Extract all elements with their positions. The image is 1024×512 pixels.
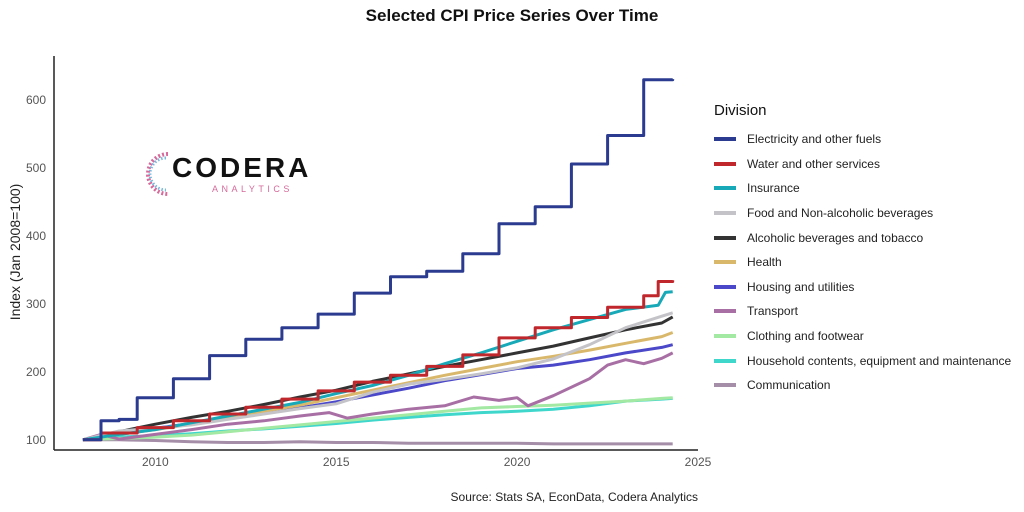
legend-swatch bbox=[714, 284, 736, 289]
chart-title: Selected CPI Price Series Over Time bbox=[365, 6, 659, 25]
legend-label: Alcoholic beverages and tobacco bbox=[747, 230, 924, 245]
legend-label: Household contents, equipment and mainte… bbox=[747, 353, 1012, 368]
codera-logo: CODERA ANALYTICS bbox=[136, 146, 308, 202]
legend-swatch bbox=[714, 186, 736, 191]
legend-label: Water and other services bbox=[747, 156, 880, 171]
series-line-water-and-other-services bbox=[82, 280, 675, 442]
legend-label: Housing and utilities bbox=[747, 279, 855, 294]
legend-swatch bbox=[714, 235, 736, 240]
legend-item: Health bbox=[714, 250, 1019, 275]
legend-label: Health bbox=[747, 255, 782, 270]
legend-label: Communication bbox=[747, 378, 831, 393]
logo-wordmark: CODERA bbox=[172, 152, 312, 183]
x-tick-label: 2025 bbox=[685, 455, 712, 469]
y-tick-label: 600 bbox=[26, 93, 46, 107]
series-line-communication bbox=[82, 438, 673, 446]
legend-item: Electricity and other fuels bbox=[714, 127, 1019, 152]
y-tick-label: 400 bbox=[26, 229, 46, 243]
legend-item: Clothing and footwear bbox=[714, 324, 1019, 349]
legend: Division Electricity and other fuels Wate… bbox=[714, 102, 1019, 398]
y-tick-label: 500 bbox=[26, 161, 46, 175]
y-axis-label: Index (Jan 2008=100) bbox=[7, 184, 23, 321]
x-tick-label: 2020 bbox=[504, 455, 531, 469]
x-tick-label: 2010 bbox=[142, 455, 169, 469]
series-line-food-and-non-alcoholic-beverages bbox=[82, 311, 674, 442]
legend-item: Alcoholic beverages and tobacco bbox=[714, 225, 1019, 250]
legend-item: Food and Non-alcoholic beverages bbox=[714, 201, 1019, 226]
legend-swatch bbox=[714, 161, 736, 166]
source-note: Source: Stats SA, EconData, Codera Analy… bbox=[450, 490, 698, 504]
legend-label: Clothing and footwear bbox=[747, 329, 864, 344]
logo-emblem-icon bbox=[146, 152, 169, 196]
legend-item: Insurance bbox=[714, 176, 1019, 201]
legend-title: Division bbox=[714, 102, 767, 119]
legend-label: Electricity and other fuels bbox=[747, 132, 882, 147]
y-tick-label: 200 bbox=[26, 365, 46, 379]
legend-item: Communication bbox=[714, 373, 1019, 398]
legend-item: Household contents, equipment and mainte… bbox=[714, 348, 1019, 373]
y-tick-label: 300 bbox=[26, 297, 46, 311]
legend-swatch bbox=[714, 309, 736, 314]
series-line-health bbox=[82, 331, 674, 442]
legend-label: Transport bbox=[747, 304, 798, 319]
legend-swatch bbox=[714, 334, 736, 339]
logo-subtitle: ANALYTICS bbox=[212, 184, 293, 194]
legend-swatch bbox=[714, 358, 736, 363]
series-line-clothing-and-footwear bbox=[82, 396, 673, 442]
legend-swatch bbox=[714, 211, 736, 216]
legend-label: Insurance bbox=[747, 181, 800, 196]
legend-label: Food and Non-alcoholic beverages bbox=[747, 206, 934, 221]
legend-item: Transport bbox=[714, 299, 1019, 324]
legend-swatch bbox=[714, 260, 736, 265]
series-line-transport bbox=[82, 351, 674, 442]
x-tick-label: 2015 bbox=[323, 455, 350, 469]
series-line-electricity-and-other-fuels bbox=[82, 78, 675, 442]
legend-item: Housing and utilities bbox=[714, 275, 1019, 300]
legend-swatch bbox=[714, 137, 736, 142]
legend-swatch bbox=[714, 383, 736, 388]
series-line-alcoholic-beverages-and-tobacco bbox=[82, 315, 674, 442]
y-tick-label: 100 bbox=[26, 433, 46, 447]
legend-item: Water and other services bbox=[714, 152, 1019, 177]
